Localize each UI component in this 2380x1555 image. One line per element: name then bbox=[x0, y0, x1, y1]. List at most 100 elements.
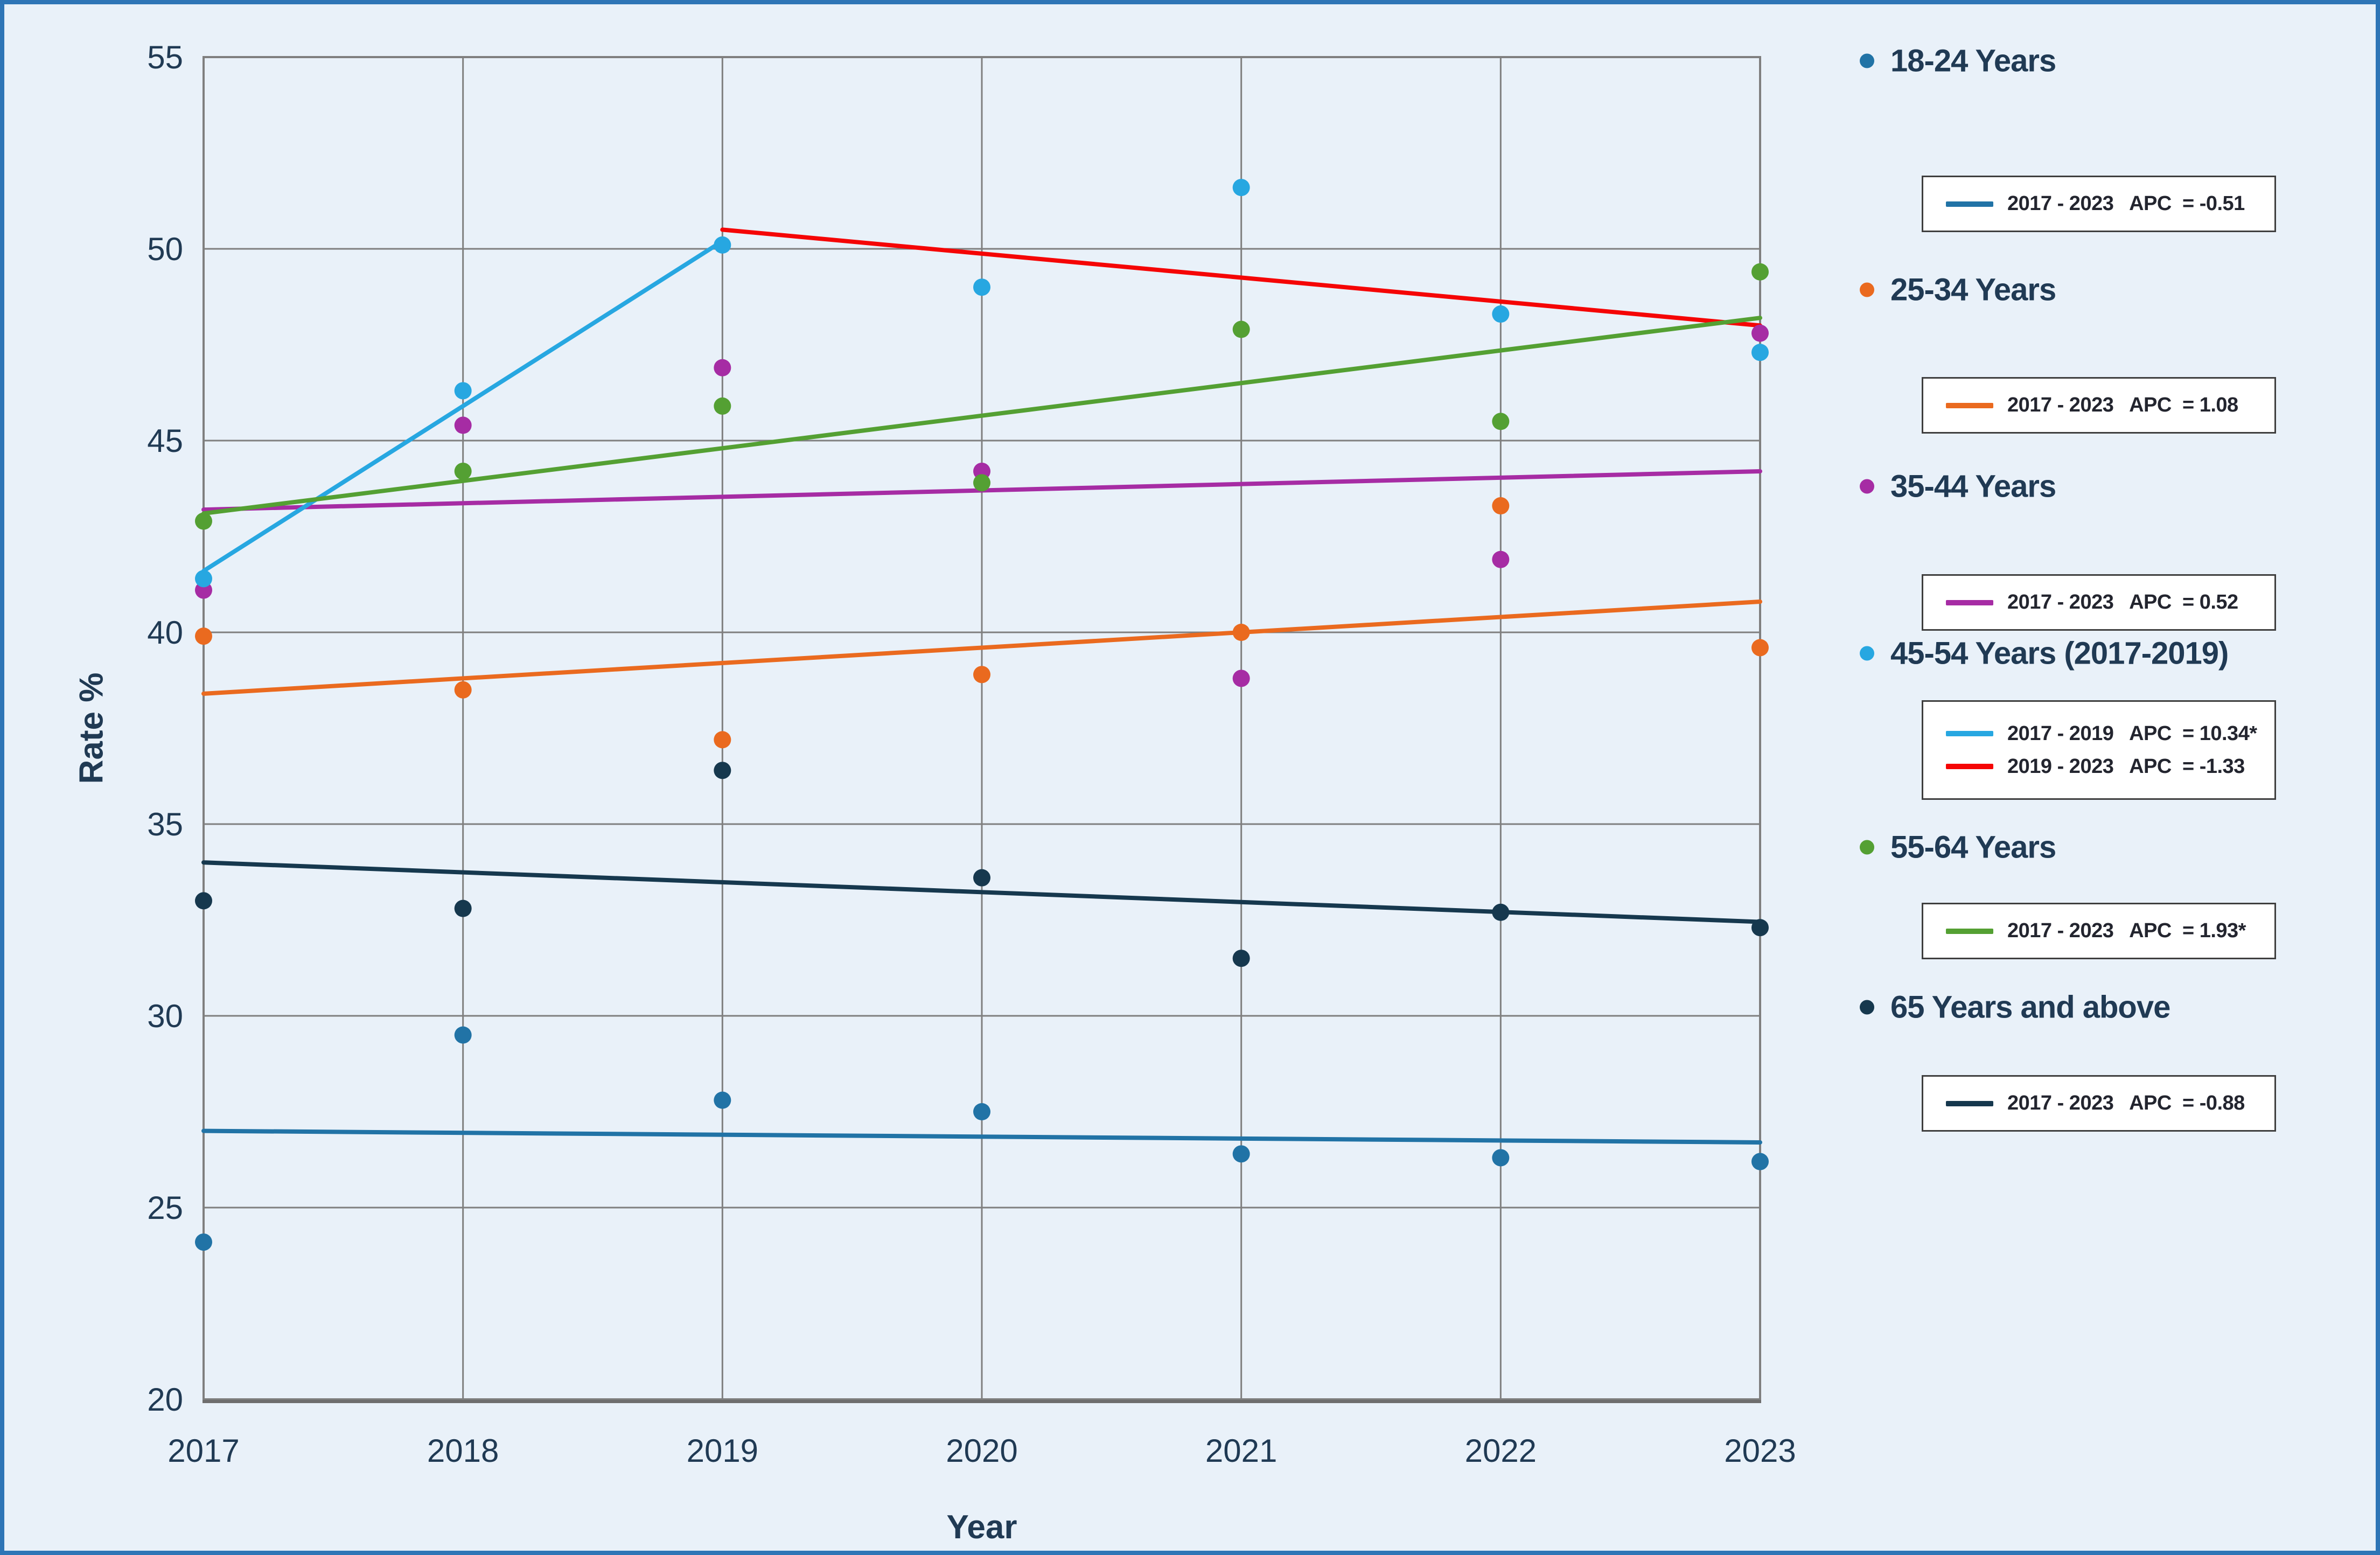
legend-dot-icon bbox=[1860, 53, 1874, 68]
legend-line-swatch-icon bbox=[1946, 764, 1993, 769]
legend-apc-box: 2017 - 2023 APC = -0.88 bbox=[1922, 1075, 2276, 1132]
legend-entry-title: 35-44 Years bbox=[1860, 469, 2056, 505]
data-point-45-54 Years (2017-2019)-2018 bbox=[454, 382, 472, 400]
legend-dot-icon bbox=[1860, 840, 1874, 855]
trend-line-25-34 Years bbox=[201, 599, 1762, 696]
gridlines bbox=[203, 56, 1761, 1403]
y-tick-label: 35 bbox=[147, 806, 183, 842]
data-point-25-34 Years-2017 bbox=[195, 627, 212, 645]
legend-apc-row: 2017 - 2023 APC = -0.88 bbox=[1946, 1092, 2274, 1115]
legend-line-swatch-icon bbox=[1946, 599, 1993, 605]
y-tick-label: 20 bbox=[147, 1382, 183, 1418]
legend-apc-text: 2017 - 2023 APC = 1.93* bbox=[2007, 919, 2246, 942]
data-point-18-24 Years-2023 bbox=[1751, 1153, 1769, 1170]
data-point-35-44 Years-2022 bbox=[1492, 550, 1510, 568]
data-point-55-64 Years-2023 bbox=[1751, 263, 1769, 281]
data-point-65 Years and above-2023 bbox=[1751, 919, 1769, 937]
data-point-45-54 Years (2017-2019)-2021 bbox=[1232, 179, 1250, 197]
legend-entry-label: 18-24 Years bbox=[1890, 43, 2056, 79]
data-point-18-24 Years-2019 bbox=[714, 1091, 731, 1109]
y-tick-label: 30 bbox=[147, 998, 183, 1034]
y-tick-label: 25 bbox=[147, 1190, 183, 1226]
legend-apc-box: 2017 - 2023 APC = -0.51 bbox=[1922, 176, 2276, 232]
legend-apc-text: 2017 - 2023 APC = 0.52 bbox=[2007, 591, 2238, 613]
legend-apc-box: 2017 - 2023 APC = 1.08 bbox=[1922, 377, 2276, 434]
legend-apc-box: 2017 - 2023 APC = 1.93* bbox=[1922, 903, 2276, 959]
trend-line-45-54 Years (2017-2019) bbox=[201, 239, 725, 574]
legend-apc-text: 2017 - 2023 APC = -0.88 bbox=[2007, 1092, 2245, 1114]
data-point-45-54 Years (2017-2019)-2019 bbox=[714, 236, 731, 254]
legend: 18-24 Years 2017 - 2023 APC = -0.51 25-34 … bbox=[1841, 4, 2376, 1551]
data-point-55-64 Years-2018 bbox=[454, 462, 472, 480]
x-tick-label: 2022 bbox=[1465, 1433, 1537, 1469]
data-point-18-24 Years-2020 bbox=[973, 1103, 990, 1120]
legend-entry-label: 25-34 Years bbox=[1890, 272, 2056, 308]
data-point-65 Years and above-2019 bbox=[714, 762, 731, 779]
legend-line-swatch-icon bbox=[1946, 928, 1993, 934]
legend-apc-text: 2017 - 2019 APC = 10.34* bbox=[2007, 722, 2257, 745]
trend-line-18-24 Years bbox=[201, 1128, 1762, 1145]
x-tick-label: 2020 bbox=[946, 1433, 1017, 1469]
y-tick-label: 45 bbox=[147, 423, 183, 459]
legend-entry-title: 25-34 Years bbox=[1860, 272, 2056, 308]
data-point-25-34 Years-2023 bbox=[1751, 639, 1769, 657]
data-point-65 Years and above-2020 bbox=[973, 869, 990, 887]
y-axis-title: Rate % bbox=[73, 672, 110, 784]
legend-apc-row: 2017 - 2023 APC = 0.52 bbox=[1946, 591, 2274, 614]
legend-apc-row: 2017 - 2023 APC = -0.51 bbox=[1946, 192, 2274, 215]
legend-entry-label: 65 Years and above bbox=[1890, 989, 2170, 1025]
data-point-45-54 Years (2017-2019)-2020 bbox=[973, 278, 990, 296]
data-point-25-34 Years-2018 bbox=[454, 681, 472, 699]
plot-border bbox=[203, 56, 1761, 1400]
data-point-45-54 Years (2017-2019)-2022 bbox=[1492, 305, 1510, 323]
legend-entry-label: 55-64 Years bbox=[1890, 829, 2056, 865]
legend-entry-title: 55-64 Years bbox=[1860, 829, 2056, 866]
y-tick-label: 50 bbox=[147, 231, 183, 267]
data-points bbox=[195, 179, 1769, 1251]
data-point-65 Years and above-2021 bbox=[1232, 950, 1250, 967]
tick-labels: 55 50 45 40 35 30 25 20 2017 2018 2019 2020 2021 2022… bbox=[147, 39, 1796, 1469]
chart-plot-area: 55 50 45 40 35 30 25 20 2017 2018 2019 2020 2021 2022… bbox=[147, 39, 1796, 1469]
legend-apc-box: 2017 - 2019 APC = 10.34* 2019 - 2023 APC … bbox=[1922, 700, 2276, 800]
y-tick-label: 55 bbox=[147, 39, 183, 75]
x-tick-label: 2021 bbox=[1205, 1433, 1277, 1469]
data-point-65 Years and above-2017 bbox=[195, 892, 212, 910]
data-point-45-54 Years (2017-2019)-2017 bbox=[195, 570, 212, 588]
data-point-18-24 Years-2018 bbox=[454, 1026, 472, 1044]
legend-apc-row: 2017 - 2023 APC = 1.08 bbox=[1946, 394, 2274, 417]
data-point-35-44 Years-2021 bbox=[1232, 670, 1250, 687]
legend-entry-title: 65 Years and above bbox=[1860, 989, 2170, 1026]
data-point-35-44 Years-2023 bbox=[1751, 324, 1769, 342]
data-point-25-34 Years-2019 bbox=[714, 731, 731, 749]
legend-line-swatch-icon bbox=[1946, 1100, 1993, 1106]
data-point-55-64 Years-2019 bbox=[714, 397, 731, 415]
legend-line-swatch-icon bbox=[1946, 201, 1993, 207]
legend-apc-row: 2017 - 2019 APC = 10.34* bbox=[1946, 722, 2274, 745]
x-axis-title: Year bbox=[946, 1509, 1017, 1546]
data-point-65 Years and above-2022 bbox=[1492, 903, 1510, 921]
x-tick-label: 2017 bbox=[167, 1433, 239, 1469]
data-point-65 Years and above-2018 bbox=[454, 899, 472, 917]
data-point-55-64 Years-2022 bbox=[1492, 413, 1510, 430]
data-point-45-54 Years (2017-2019)-2023 bbox=[1751, 344, 1769, 361]
data-point-55-64 Years-2020 bbox=[973, 474, 990, 492]
legend-line-swatch-icon bbox=[1946, 731, 1993, 736]
data-point-18-24 Years-2022 bbox=[1492, 1149, 1510, 1167]
legend-dot-icon bbox=[1860, 646, 1874, 661]
trend-line-55-64 Years bbox=[201, 316, 1762, 516]
x-tick-label: 2018 bbox=[427, 1433, 499, 1469]
data-point-55-64 Years-2017 bbox=[195, 512, 212, 530]
legend-apc-box: 2017 - 2023 APC = 0.52 bbox=[1922, 574, 2276, 631]
x-tick-label: 2019 bbox=[687, 1433, 758, 1469]
legend-apc-row: 2017 - 2023 APC = 1.93* bbox=[1946, 919, 2274, 943]
legend-apc-text: 2019 - 2023 APC = -1.33 bbox=[2007, 755, 2245, 778]
data-point-25-34 Years-2022 bbox=[1492, 497, 1510, 515]
legend-apc-text: 2017 - 2023 APC = -0.51 bbox=[2007, 192, 2245, 215]
legend-apc-text: 2017 - 2023 APC = 1.08 bbox=[2007, 394, 2238, 416]
legend-line-swatch-icon bbox=[1946, 402, 1993, 408]
legend-entry-title: 18-24 Years bbox=[1860, 43, 2056, 79]
legend-dot-icon bbox=[1860, 479, 1874, 494]
legend-entry-label: 35-44 Years bbox=[1890, 469, 2056, 504]
data-point-18-24 Years-2017 bbox=[195, 1233, 212, 1251]
